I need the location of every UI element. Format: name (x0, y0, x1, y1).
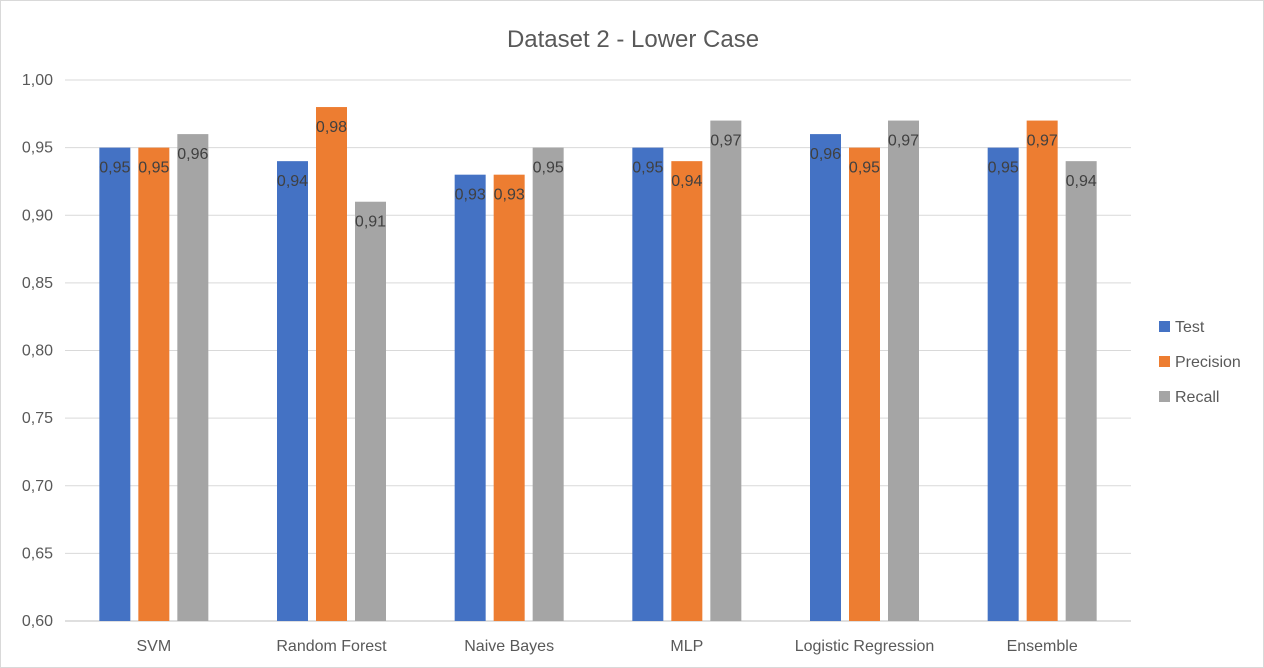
data-label: 0,95 (99, 160, 130, 177)
y-axis-ticks: 0,60 0,65 0,70 0,75 0,80 0,85 0,90 0,95 1,00 (22, 72, 53, 630)
data-label: 0,97 (1027, 133, 1058, 150)
bar-precision-ensemble (1026, 120, 1058, 621)
y-tick-label: 0,85 (22, 275, 53, 292)
legend-label-test: Test (1175, 319, 1205, 336)
data-label: 0,97 (710, 133, 741, 150)
y-tick-label: 0,75 (22, 410, 53, 427)
chart-title: Dataset 2 - Lower Case (507, 26, 759, 53)
y-tick-label: 0,70 (22, 478, 53, 495)
bar-precision-random-forest (316, 107, 347, 622)
y-tick-label: 0,95 (22, 140, 53, 157)
data-label: 0,93 (455, 187, 486, 204)
x-category-label: Naive Bayes (464, 638, 554, 655)
data-label: 0,97 (888, 133, 919, 150)
data-label: 0,96 (810, 146, 841, 163)
bar-test-logistic-regression (810, 134, 841, 621)
bar-test-ensemble (987, 147, 1019, 621)
bar-test-random-forest (277, 161, 308, 621)
bar-recall-naive-bayes (532, 147, 564, 621)
y-tick-label: 0,90 (22, 207, 53, 224)
y-tick-label: 1,00 (22, 72, 53, 89)
data-label: 0,95 (533, 160, 564, 177)
legend-swatch-precision (1159, 356, 1170, 367)
data-label: 0,95 (849, 160, 880, 177)
bar-recall-mlp (710, 120, 742, 621)
legend-label-recall: Recall (1175, 389, 1219, 406)
bar-recall-svm (177, 134, 209, 621)
data-label: 0,96 (177, 146, 208, 163)
bar-test-naive-bayes (454, 174, 486, 622)
bar-recall-random-forest (355, 201, 386, 621)
data-label: 0,98 (316, 119, 347, 136)
data-label: 0,93 (494, 187, 525, 204)
data-label: 0,94 (1066, 173, 1097, 190)
bar-test-mlp (632, 147, 664, 621)
data-label: 0,95 (632, 160, 663, 177)
bar-precision-mlp (671, 161, 703, 621)
bar-test-svm (99, 147, 131, 621)
data-label: 0,95 (138, 160, 169, 177)
x-category-label: Random Forest (276, 638, 387, 655)
legend-label-precision: Precision (1175, 354, 1241, 371)
y-tick-label: 0,80 (22, 343, 53, 360)
y-tick-label: 0,60 (22, 613, 53, 630)
bar-recall-ensemble (1065, 161, 1097, 621)
legend: Test Precision Recall (1159, 319, 1241, 406)
legend-swatch-test (1159, 321, 1170, 332)
data-labels: 0,95 0,95 0,96 0,94 0,98 0,91 0,93 0,93 0,95 0,95… (99, 119, 1097, 231)
x-category-label: MLP (670, 638, 703, 655)
data-label: 0,94 (671, 173, 702, 190)
y-tick-label: 0,65 (22, 545, 53, 562)
data-label: 0,94 (277, 173, 308, 190)
bar-recall-logistic-regression (888, 120, 919, 621)
x-category-label: Logistic Regression (795, 638, 935, 655)
x-category-label: Ensemble (1007, 638, 1078, 655)
data-label: 0,91 (355, 214, 386, 231)
data-label: 0,95 (988, 160, 1019, 177)
legend-swatch-recall (1159, 391, 1170, 402)
bar-precision-svm (138, 147, 170, 621)
bars (99, 107, 1097, 622)
x-axis-categories: SVM Random Forest Naive Bayes MLP Logistic R… (136, 638, 1077, 655)
bar-precision-naive-bayes (493, 174, 525, 622)
bar-precision-logistic-regression (849, 147, 880, 621)
x-category-label: SVM (136, 638, 171, 655)
gridlines (65, 79, 1131, 622)
